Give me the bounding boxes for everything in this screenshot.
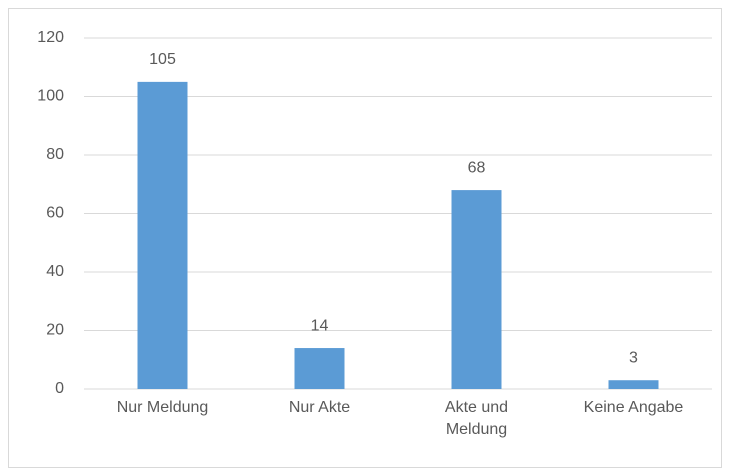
data-label: 105 — [149, 51, 176, 68]
y-tick-label: 40 — [46, 263, 64, 280]
data-label: 14 — [311, 317, 329, 334]
x-tick-label: Nur Akte — [288, 399, 351, 416]
x-tick-label: Akte und Meldung — [444, 399, 509, 438]
bar — [451, 190, 502, 389]
y-tick-label: 0 — [55, 380, 64, 397]
bar — [608, 380, 659, 389]
y-tick-label: 100 — [37, 88, 64, 105]
x-tick-label-box: Akte und Meldung — [444, 399, 509, 438]
x-tick-label: Keine Angabe — [583, 399, 684, 416]
x-tick-label-box: Keine Angabe — [583, 399, 684, 416]
y-tick-label: 20 — [46, 322, 64, 339]
x-tick-label: Nur Meldung — [116, 399, 209, 416]
data-label: 3 — [629, 349, 638, 366]
x-tick-label-box: Nur Akte — [288, 399, 351, 416]
y-tick-label: 60 — [46, 205, 64, 222]
bar — [294, 348, 345, 389]
y-tick-label: 120 — [37, 29, 64, 46]
x-tick-label-box: Nur Meldung — [116, 399, 209, 416]
bar — [137, 81, 188, 389]
chart-border — [8, 8, 722, 468]
y-tick-label: 80 — [46, 146, 64, 163]
data-label: 68 — [468, 159, 486, 176]
